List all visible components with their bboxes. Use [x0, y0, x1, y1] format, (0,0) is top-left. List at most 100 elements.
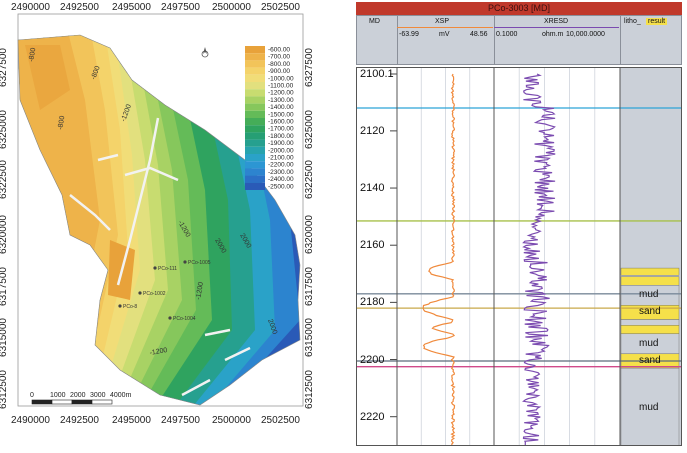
legend-swatch: [245, 96, 265, 104]
legend-swatch: [245, 175, 265, 183]
x-tick-label-bottom: 2490000: [11, 415, 50, 426]
legend-value: -1900.00: [268, 140, 294, 147]
y-tick-label-right: 6327500: [303, 48, 315, 87]
x-tick-label-bottom: 2502500: [261, 415, 300, 426]
depth-label: 2180: [360, 296, 385, 309]
scale-label: 2000: [70, 392, 86, 399]
legend-swatch: [245, 118, 265, 126]
y-tick-label: 6312500: [0, 370, 9, 409]
xresd-max: 10,000.0000: [566, 31, 605, 38]
fault-lines: [69, 117, 251, 397]
y-tick-label-right: 6322500: [303, 160, 315, 199]
well-marker: [118, 304, 122, 308]
legend-swatch: [245, 154, 265, 162]
well-marker: [153, 266, 157, 270]
depth-label: 2160: [360, 239, 385, 252]
legend-swatch: [245, 110, 265, 118]
xresd-min: 0.1000: [496, 31, 518, 38]
x-tick-label: 2497500: [161, 2, 200, 13]
formation-markers: [357, 107, 681, 368]
mud-interval: [620, 367, 680, 445]
legend-swatch: [245, 74, 265, 82]
legend-swatch: [245, 46, 265, 54]
lithology-label: sand: [639, 354, 661, 366]
contour-label: -800: [90, 65, 101, 81]
scale-bar: 0 1000 2000 3000 4000m: [30, 392, 132, 405]
xresd-curve: [522, 73, 556, 445]
xsp-scale-line: [397, 27, 493, 28]
depth-label: 2200: [360, 353, 385, 366]
sand-interval: [620, 267, 680, 276]
legend-value: -1000.00: [268, 75, 294, 82]
lithology-column: [620, 267, 680, 445]
well-markers: PCo-111 PCo-1002 PCo-8 PCo-1004 PCo-1005: [118, 260, 211, 322]
litho-track-header[interactable]: litho_ result: [620, 16, 681, 64]
xresd-unit: ohm.m: [542, 31, 564, 38]
map-outline: [17, 34, 301, 406]
legend-value: -600.00: [268, 47, 290, 54]
legend-swatch: [245, 82, 265, 90]
contour-label: -800: [28, 47, 37, 62]
depth-label: 2220: [360, 410, 385, 423]
lithology-label: mud: [639, 289, 659, 301]
lithology-label: sand: [639, 306, 661, 318]
legend-value: -1600.00: [268, 119, 294, 126]
y-tick-label-right: 6325000: [303, 110, 315, 149]
legend-value: -700.00: [268, 54, 290, 61]
sand-interval: [620, 325, 680, 335]
contour-label: 2000: [266, 318, 278, 335]
scale-segment: [71, 399, 93, 405]
x-tick-label-bottom: 2492500: [60, 415, 99, 426]
legend-swatch: [245, 139, 265, 147]
litho-label: litho_: [624, 18, 641, 25]
xsp-track-header[interactable]: XSP -63.99 mV 48.56: [397, 16, 495, 64]
well-log-plot: 2100.1 2120 2140 2160 2180 2200 2220 mud sand mu…: [356, 67, 682, 446]
xresd-track: [494, 68, 620, 445]
y-tick-label-right: 6315000: [303, 318, 315, 357]
legend-value: -800.00: [268, 61, 290, 68]
x-tick-label: 2490000: [11, 2, 50, 13]
legend-swatch: [245, 161, 265, 169]
xsp-label: XSP: [435, 18, 450, 25]
y-tick-label: 6325000: [0, 110, 9, 149]
x-tick-label-bottom: 2497500: [161, 415, 200, 426]
legend-value: -1800.00: [268, 133, 294, 140]
well-marker: [183, 260, 187, 264]
lithology-label: mud: [639, 402, 659, 414]
map-canvas: -600.00-700.00-800.00-900.00-1000.00-110…: [17, 13, 304, 407]
contour-label: -800: [57, 115, 66, 130]
structure-contour-map: -600.00 -700.00 -800.00 -900.00 -1000.00 -110…: [0, 2, 315, 426]
legend-swatch: [245, 168, 265, 176]
legend-swatch: [245, 182, 265, 190]
legend-value: -1400.00: [268, 104, 294, 111]
xresd-track-header[interactable]: XRESD 0.1000 ohm.m 10,000.0000: [494, 16, 621, 64]
x-tick-label: 2500000: [212, 2, 251, 13]
scale-segment: [31, 399, 53, 405]
legend-swatch: [245, 103, 265, 111]
legend-value: -900.00: [268, 68, 290, 75]
scale-segment: [91, 399, 113, 405]
xsp-max: 48.56: [470, 31, 488, 38]
well-label: PCo-111: [158, 266, 177, 272]
y-tick-label: 6327500: [0, 48, 9, 87]
legend-swatch: [245, 132, 265, 140]
legend-swatch: [245, 146, 265, 154]
y-tick-label-right: 6312500: [303, 370, 315, 409]
legend-swatch: [245, 89, 265, 97]
depth-label: 2120: [360, 124, 385, 137]
well-marker: [168, 316, 172, 320]
legend-value: -2300.00: [268, 169, 294, 176]
md-column-header: MD: [357, 16, 398, 64]
scale-label: 4000m: [110, 392, 132, 399]
lithology-label: mud: [639, 337, 659, 349]
xresd-label: XRESD: [544, 18, 569, 25]
xsp-curve: [422, 73, 456, 445]
y-tick-label-right: 6320000: [303, 215, 315, 254]
well-marker: [138, 291, 142, 295]
legend-value: -1100.00: [268, 83, 294, 90]
legend-value: -1500.00: [268, 111, 294, 118]
x-tick-label: 2492500: [60, 2, 99, 13]
contour-label: -1200: [195, 281, 205, 300]
legend-swatch: [245, 125, 265, 133]
xresd-scale-line: [494, 27, 619, 28]
